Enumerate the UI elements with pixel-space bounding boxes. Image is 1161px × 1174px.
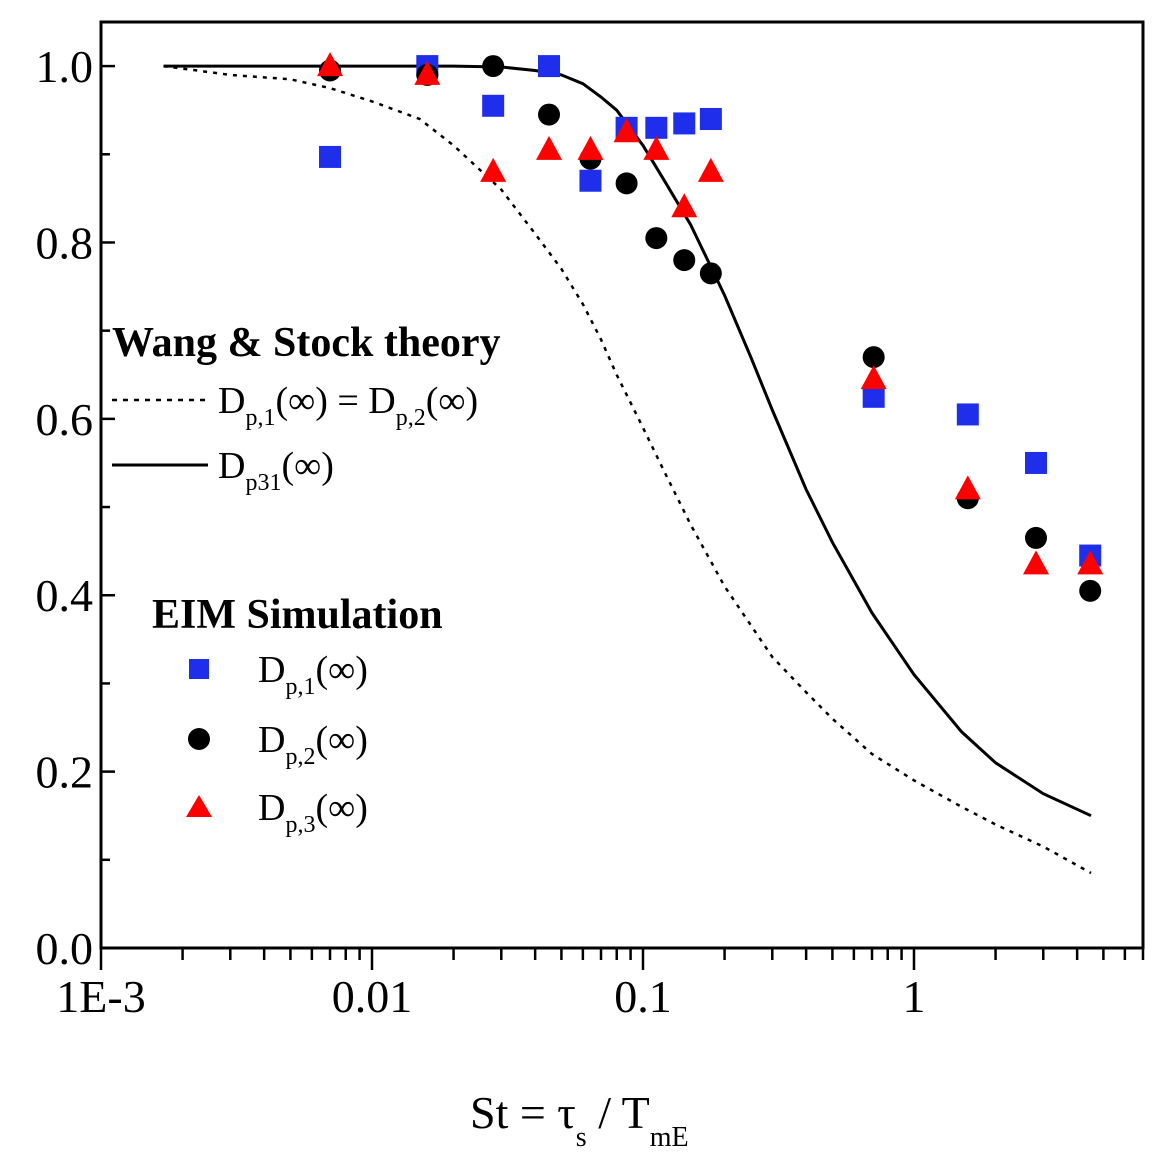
square-marker [645, 116, 668, 139]
legend-triangle-swatch [186, 795, 212, 817]
square-marker [1024, 451, 1047, 474]
circle-marker [538, 103, 561, 126]
square-marker [699, 108, 722, 131]
circle-marker [645, 227, 668, 250]
triangle-marker [1022, 550, 1049, 575]
triangle-marker [536, 135, 563, 160]
legend-theory-heading: Wang & Stock theory [112, 320, 501, 366]
square-marker [673, 112, 696, 135]
x-tick-label: 0.1 [614, 971, 672, 1022]
x-tick-label: 1 [902, 971, 925, 1022]
legend-entry-sim-1: Dp,1(∞) [258, 649, 368, 700]
y-axis-ticks [101, 64, 115, 950]
square-marker [579, 169, 602, 192]
triangle-marker [480, 157, 507, 182]
y-axis-tick-labels: 0.0 0.2 0.4 0.6 0.8 1.0 [36, 41, 94, 974]
triangle-marker [317, 52, 344, 77]
y-tick-label: 0.4 [36, 570, 94, 621]
y-tick-label: 0.6 [36, 394, 94, 445]
triangle-marker [643, 135, 670, 160]
square-marker [319, 145, 342, 168]
triangle-marker [414, 60, 441, 85]
y-tick-label: 0.8 [36, 217, 94, 268]
legend-entry-sim-3: Dp,3(∞) [258, 787, 368, 838]
simulation-markers [317, 52, 1104, 602]
circle-marker [862, 346, 885, 369]
x-axis-ticks [99, 948, 1145, 970]
y-tick-label: 0.2 [36, 747, 94, 798]
triangle-marker [1077, 550, 1104, 575]
triangle-marker [860, 365, 887, 390]
legend-entry-sim-2: Dp,2(∞) [258, 719, 368, 770]
circle-marker [699, 262, 722, 285]
plot-frame [99, 20, 1145, 950]
circle-marker [1024, 526, 1047, 549]
triangle-marker [613, 118, 640, 143]
circle-marker [482, 55, 505, 78]
legend: Wang & Stock theory Dp,1(∞) = Dp,2(∞) Dp… [112, 320, 501, 838]
legend-circle-swatch [188, 728, 210, 750]
x-tick-label: 0.01 [332, 971, 413, 1022]
y-tick-label: 0.0 [36, 923, 94, 974]
square-marker [538, 55, 561, 78]
legend-sim-heading: EIM Simulation [152, 592, 443, 638]
circle-marker [615, 172, 638, 195]
triangle-marker [954, 475, 981, 500]
triangle-marker [697, 157, 724, 182]
x-tick-label: 1E-3 [56, 971, 145, 1022]
square-marker [482, 94, 505, 117]
x-axis-tick-labels: 1E-3 0.01 0.1 1 [56, 971, 925, 1022]
legend-square-swatch [189, 659, 209, 679]
square-marker [956, 403, 979, 426]
theory-dotted-line [163, 64, 1092, 875]
circle-marker [673, 249, 696, 272]
square-marker [862, 385, 885, 408]
y-tick-label: 1.0 [36, 41, 94, 92]
triangle-marker [577, 135, 604, 160]
triangle-marker [671, 193, 698, 218]
x-axis-label: St = τs / TmE [470, 1087, 689, 1153]
legend-entry-theory-solid: Dp31(∞) [218, 445, 334, 496]
legend-entry-theory-dotted: Dp,1(∞) = Dp,2(∞) [218, 380, 478, 431]
circle-marker [1079, 579, 1102, 602]
